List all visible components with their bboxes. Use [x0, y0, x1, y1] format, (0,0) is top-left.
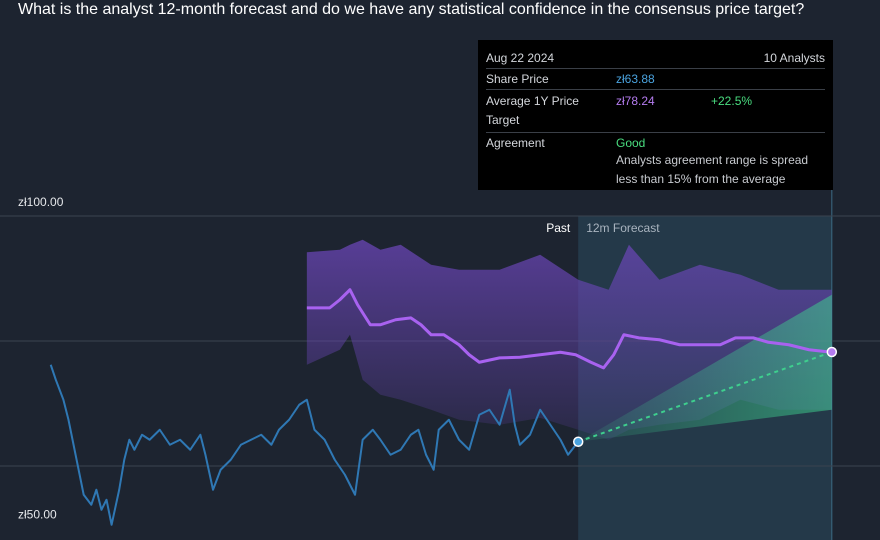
forecast-point	[572, 436, 584, 447]
tooltip-note: Analysts agreement range is spread less …	[616, 153, 809, 186]
tooltip-change: +22.5%	[711, 94, 753, 108]
tooltip-value: zł78.24	[616, 94, 655, 108]
x-tick-label: 2023	[149, 538, 176, 540]
x-tick-label: 2025	[656, 538, 683, 540]
tooltip-label: Average 1Y Price Target	[486, 94, 579, 127]
chart-title: What is the analyst 12-month forecast an…	[18, 1, 804, 18]
forecast-cone	[578, 294, 832, 442]
forecast-point	[826, 346, 838, 358]
tooltip-value: zł63.88	[616, 72, 655, 86]
line	[306, 288, 832, 370]
y-tick-label: zł100.00	[18, 195, 64, 209]
tooltip-label: Share Price	[486, 72, 549, 86]
line	[49, 364, 580, 526]
y-tick-label: zł50.00	[18, 508, 57, 522]
forecast-label: 12m Forecast	[586, 221, 660, 235]
x-tick-label: 2024	[403, 538, 430, 540]
tooltip-label: Agreement	[486, 136, 545, 150]
forecast-line	[577, 351, 833, 443]
past-label: Past	[546, 221, 571, 235]
tooltip: Aug 22 2024 10 Analysts Share Price zł63.8…	[478, 40, 833, 190]
tooltip-agreement: Good	[616, 136, 646, 150]
tooltip-analysts: 10 Analysts	[763, 51, 825, 65]
tooltip-date: Aug 22 2024	[486, 51, 555, 65]
